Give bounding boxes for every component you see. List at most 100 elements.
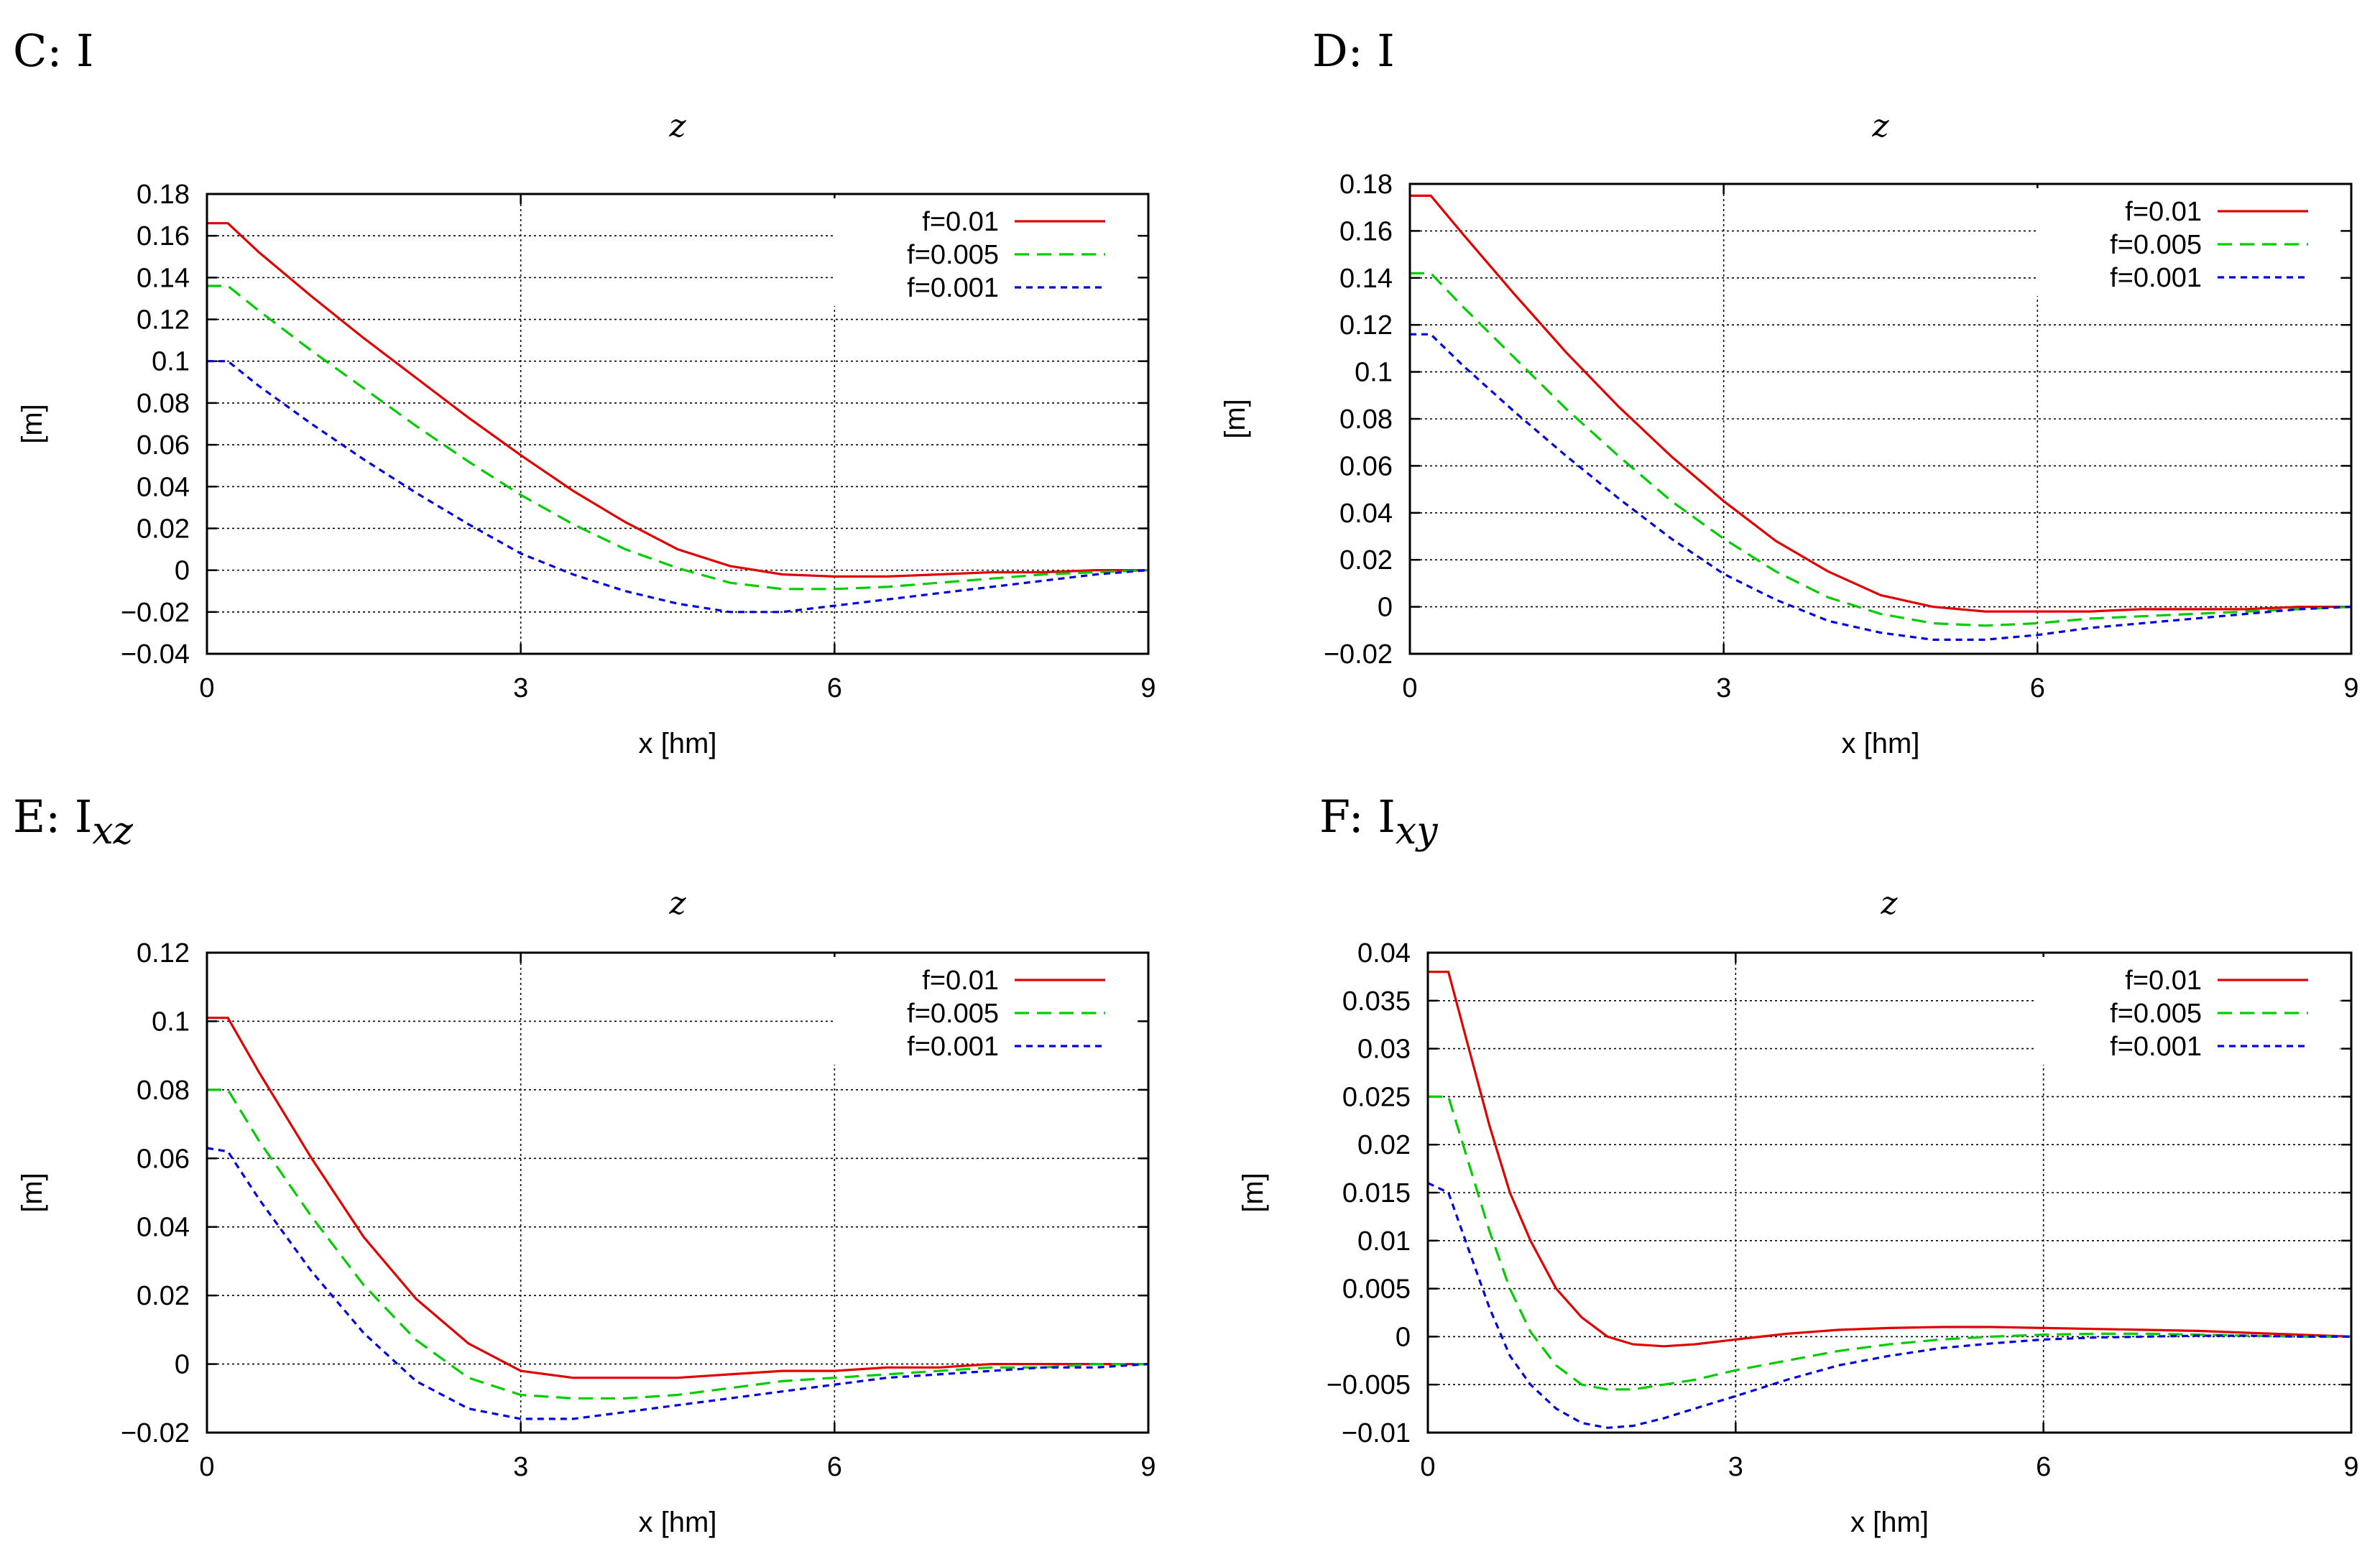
legend-label: f=0.001: [2110, 1032, 2202, 1062]
chart-title: z: [1871, 108, 1889, 144]
y-tick-label: 0.03: [1357, 1035, 1411, 1065]
y-tick-label: 0.1: [152, 347, 190, 377]
x-tick-label: 6: [827, 1452, 842, 1482]
x-tick-label: 3: [513, 1452, 528, 1482]
series-line-f=0.005: [207, 1088, 1148, 1400]
chart-panel-3: F: Ixy z −0.01 −0.005 0 0.005 0.01 0.015 0.02 0.0…: [1237, 790, 2359, 1538]
chart-panel-1: D: I z −0.02 0 0.02 0.04 0.06 0.08 0.1 0.12 0.14 0.…: [1219, 24, 2359, 759]
plot-frame: [1408, 182, 2353, 655]
x-tick-label: 0: [1402, 673, 1417, 703]
chart-title: z: [668, 885, 686, 922]
y-tick-label: 0.04: [137, 1213, 190, 1243]
panel-label-subscript: xz: [92, 810, 133, 853]
y-tick-label: 0.18: [1339, 170, 1393, 200]
y-tick-label: 0.04: [137, 472, 190, 502]
x-tick-label: 6: [2030, 673, 2045, 703]
y-tick-label: 0.025: [1342, 1082, 1411, 1112]
y-tick-label: 0.06: [137, 1144, 190, 1174]
legend-label: f=0.01: [2125, 197, 2202, 227]
y-tick-label: −0.04: [121, 639, 190, 670]
y-tick-label: 0.08: [137, 1076, 190, 1106]
x-tick-label: 6: [827, 673, 842, 703]
y-tick-label: 0.08: [1339, 404, 1393, 435]
y-tick-label: 0.06: [1339, 451, 1393, 481]
x-tick-label: 0: [199, 1452, 214, 1482]
x-axis-label: x [hm]: [1850, 1507, 1929, 1538]
series-line-f=0.001: [207, 360, 1149, 614]
x-tick-label: 9: [1140, 1452, 1156, 1482]
legend-label: f=0.001: [907, 273, 999, 303]
chart-title: z: [668, 108, 686, 144]
x-axis-label: x [hm]: [639, 728, 717, 759]
plot-frame: [1426, 951, 2353, 1434]
panel-label-main: D: I: [1312, 24, 1395, 77]
x-tick-label: 0: [1420, 1452, 1435, 1482]
panel-label-subscript: xy: [1396, 810, 1438, 853]
y-tick-label: 0.1: [152, 1007, 190, 1037]
panel-label: D: I: [1312, 24, 1395, 77]
y-tick-label: 0: [175, 1350, 190, 1380]
y-tick-label: −0.02: [121, 598, 190, 628]
x-tick-label: 9: [2343, 1452, 2358, 1482]
x-tick-label: 3: [1728, 1452, 1743, 1482]
y-tick-label: 0.005: [1342, 1275, 1411, 1305]
y-tick-label: 0.16: [137, 221, 190, 251]
y-tick-label: −0.02: [1324, 639, 1393, 670]
y-tick-label: 0.06: [137, 430, 190, 461]
legend-label: f=0.01: [922, 207, 999, 237]
y-tick-label: 0.1: [1355, 358, 1393, 388]
x-tick-label: 9: [2343, 673, 2358, 703]
chart-title: z: [1880, 885, 1898, 922]
y-tick-label: 0.015: [1342, 1178, 1411, 1208]
series-line-f=0.001: [1410, 333, 2352, 641]
legend-label: f=0.01: [2125, 966, 2202, 996]
y-tick-label: 0.12: [137, 305, 190, 336]
series-line-f=0.01: [207, 1017, 1148, 1379]
y-tick-label: 0.035: [1342, 986, 1411, 1017]
panel-label: E: Ixz: [13, 790, 134, 853]
y-tick-label: 0.14: [137, 263, 190, 293]
y-tick-label: 0: [175, 556, 190, 586]
legend-label: f=0.005: [2110, 230, 2202, 260]
x-tick-label: 6: [2036, 1452, 2051, 1482]
legend-label: f=0.001: [907, 1032, 999, 1062]
y-tick-label: 0.04: [1339, 499, 1393, 529]
y-tick-label: 0.02: [1339, 545, 1393, 575]
y-tick-label: 0.02: [1357, 1130, 1411, 1160]
series-line-f=0.005: [207, 285, 1149, 591]
series-line-f=0.005: [1410, 272, 2352, 627]
panel-label: F: Ixy: [1319, 790, 1438, 853]
x-tick-label: 9: [1140, 673, 1156, 703]
series-line-f=0.005: [1428, 1095, 2351, 1391]
y-tick-label: 0.16: [1339, 216, 1393, 246]
series-line-f=0.01: [1428, 971, 2352, 1348]
y-axis-label: [m]: [17, 404, 48, 444]
x-tick-label: 0: [199, 673, 214, 703]
panel-label-main: F: I: [1319, 790, 1396, 843]
legend-label: f=0.005: [2110, 999, 2202, 1029]
series-line-f=0.01: [207, 222, 1148, 578]
y-tick-label: 0.14: [1339, 264, 1393, 294]
y-tick-label: 0: [1378, 593, 1393, 623]
y-axis-label: [m]: [1219, 399, 1251, 439]
y-tick-label: 0.18: [137, 180, 190, 210]
panel-label-main: E: I: [13, 790, 92, 843]
legend-label: f=0.01: [922, 966, 999, 996]
y-tick-label: 0.04: [1357, 938, 1411, 968]
x-tick-label: 3: [1716, 673, 1731, 703]
legend-label: f=0.005: [907, 999, 999, 1029]
plot-frame: [206, 951, 1150, 1434]
y-tick-label: 0: [1396, 1322, 1411, 1352]
y-tick-label: 0.01: [1357, 1226, 1411, 1257]
y-tick-label: −0.01: [1342, 1418, 1411, 1448]
y-tick-label: 0.02: [137, 514, 190, 544]
plot-frame: [206, 193, 1150, 655]
y-tick-label: 0.02: [137, 1281, 190, 1311]
panel-label-main: C: I: [13, 24, 94, 77]
series-line-f=0.001: [1427, 1182, 2351, 1429]
